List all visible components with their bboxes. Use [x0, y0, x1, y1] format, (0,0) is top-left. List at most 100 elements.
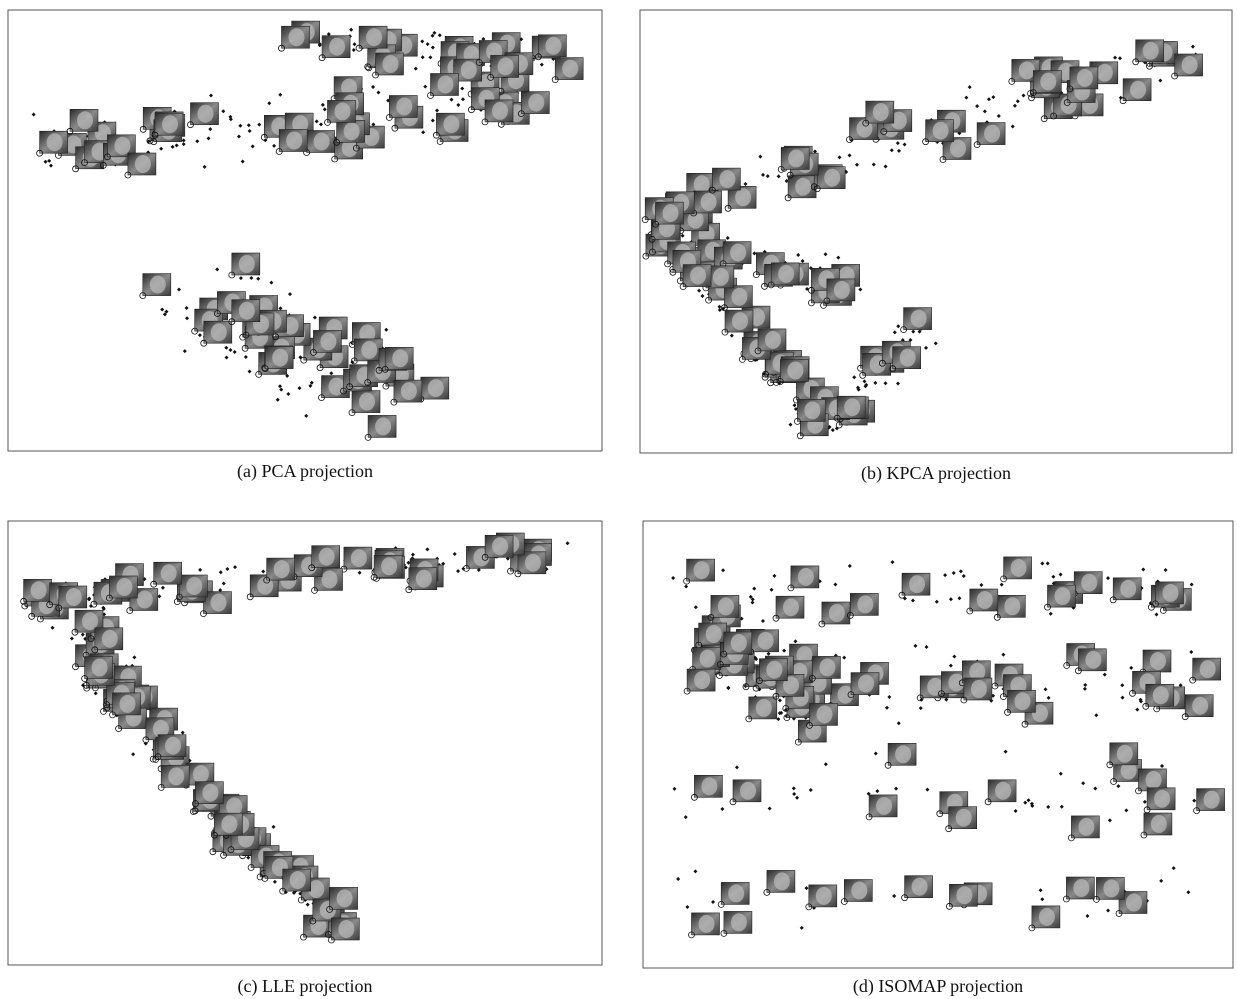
thumb-anchor: [405, 586, 413, 594]
point: [717, 304, 722, 309]
face-thumbnail: [450, 58, 483, 85]
thumb-anchor: [151, 131, 159, 139]
point: [228, 348, 233, 353]
face-thumbnail: [709, 167, 741, 194]
face-thumbnail: [772, 595, 805, 622]
thumb-anchor: [324, 119, 331, 126]
thumb-face: [705, 625, 722, 643]
point: [924, 345, 929, 350]
point: [767, 806, 772, 811]
point: [224, 355, 229, 360]
thumb-face: [1078, 817, 1095, 836]
thumb-anchor: [309, 348, 317, 356]
point: [456, 103, 461, 108]
thumb-anchor: [794, 738, 802, 746]
thumb-anchor: [103, 704, 111, 712]
thumb-anchor: [227, 846, 235, 853]
thumb-face: [82, 612, 98, 631]
face-thumbnail: [745, 696, 778, 723]
thumb-anchor: [191, 327, 199, 335]
point: [961, 574, 966, 579]
thumb-anchor: [1135, 787, 1142, 795]
thumb-anchor: [66, 127, 74, 135]
thumb-anchor: [90, 600, 98, 608]
thumb-anchor: [1140, 831, 1148, 839]
point: [225, 567, 230, 572]
thumb-anchor: [175, 593, 183, 601]
point: [1083, 682, 1088, 687]
face-thumbnail: [813, 166, 846, 193]
thumb-anchor: [724, 204, 732, 212]
face-thumbnail: [514, 551, 547, 578]
face-thumbnail: [724, 186, 757, 212]
thumb-anchor: [1040, 115, 1048, 123]
point: [772, 573, 777, 578]
point: [286, 391, 291, 396]
face-thumbnail: [1063, 876, 1095, 903]
thumb-anchor: [150, 580, 158, 588]
point: [1178, 683, 1183, 688]
point: [948, 597, 953, 602]
thumb-face: [492, 101, 508, 120]
face-thumbnail: [551, 57, 584, 83]
face-thumbnail: [729, 779, 762, 806]
point: [410, 552, 415, 557]
point: [924, 644, 929, 649]
thumb-anchor: [381, 365, 389, 373]
thumb-anchor: [1000, 575, 1007, 583]
thumb-face: [797, 567, 814, 586]
face-thumbnail: [1142, 683, 1175, 710]
thumb-face: [101, 629, 118, 648]
point: [314, 119, 319, 124]
thumb-face: [910, 309, 927, 328]
point: [170, 144, 175, 149]
thumb-anchor: [796, 432, 804, 440]
thumb-anchor: [652, 220, 659, 228]
point: [934, 599, 939, 604]
point: [240, 159, 245, 164]
point: [269, 280, 274, 285]
face-thumbnail: [679, 264, 712, 291]
thumb-face: [765, 330, 781, 349]
point: [911, 329, 916, 334]
thumb-anchor: [228, 318, 236, 326]
point: [1045, 561, 1050, 566]
thumb-face: [766, 660, 783, 679]
point: [952, 654, 957, 659]
face-thumbnail: [106, 575, 138, 602]
thumb-anchor: [210, 831, 218, 839]
point: [185, 316, 190, 321]
thumb-face: [272, 348, 289, 367]
point: [250, 144, 255, 149]
thumb-face: [221, 815, 238, 834]
thumb-anchor: [946, 902, 953, 910]
thumb-anchor: [1171, 72, 1178, 80]
thumb-anchor: [752, 271, 760, 279]
point: [1082, 686, 1087, 691]
face-thumbnail: [922, 119, 954, 146]
thumb-anchor: [200, 610, 207, 617]
face-thumbnail: [809, 656, 841, 682]
thumb-anchor: [220, 851, 227, 859]
point: [157, 594, 162, 599]
face-thumbnail: [767, 262, 800, 289]
thumb-anchor: [720, 930, 728, 937]
thumb-anchor: [846, 612, 854, 619]
point: [101, 606, 106, 611]
face-thumbnail: [683, 558, 715, 585]
point: [1142, 799, 1147, 804]
thumb-anchor: [207, 812, 215, 820]
point: [1085, 914, 1090, 919]
point: [180, 730, 185, 735]
thumb-anchor: [1028, 924, 1036, 932]
thumb-face: [392, 366, 409, 385]
point: [247, 128, 252, 133]
thumb-face: [186, 577, 203, 595]
point: [892, 330, 897, 335]
thumb-face: [366, 28, 383, 47]
thumb-anchor: [436, 138, 444, 145]
thumb-anchor: [739, 355, 746, 363]
face-thumbnail: [1004, 689, 1036, 716]
point: [181, 138, 186, 143]
thumb-anchor: [945, 825, 953, 833]
